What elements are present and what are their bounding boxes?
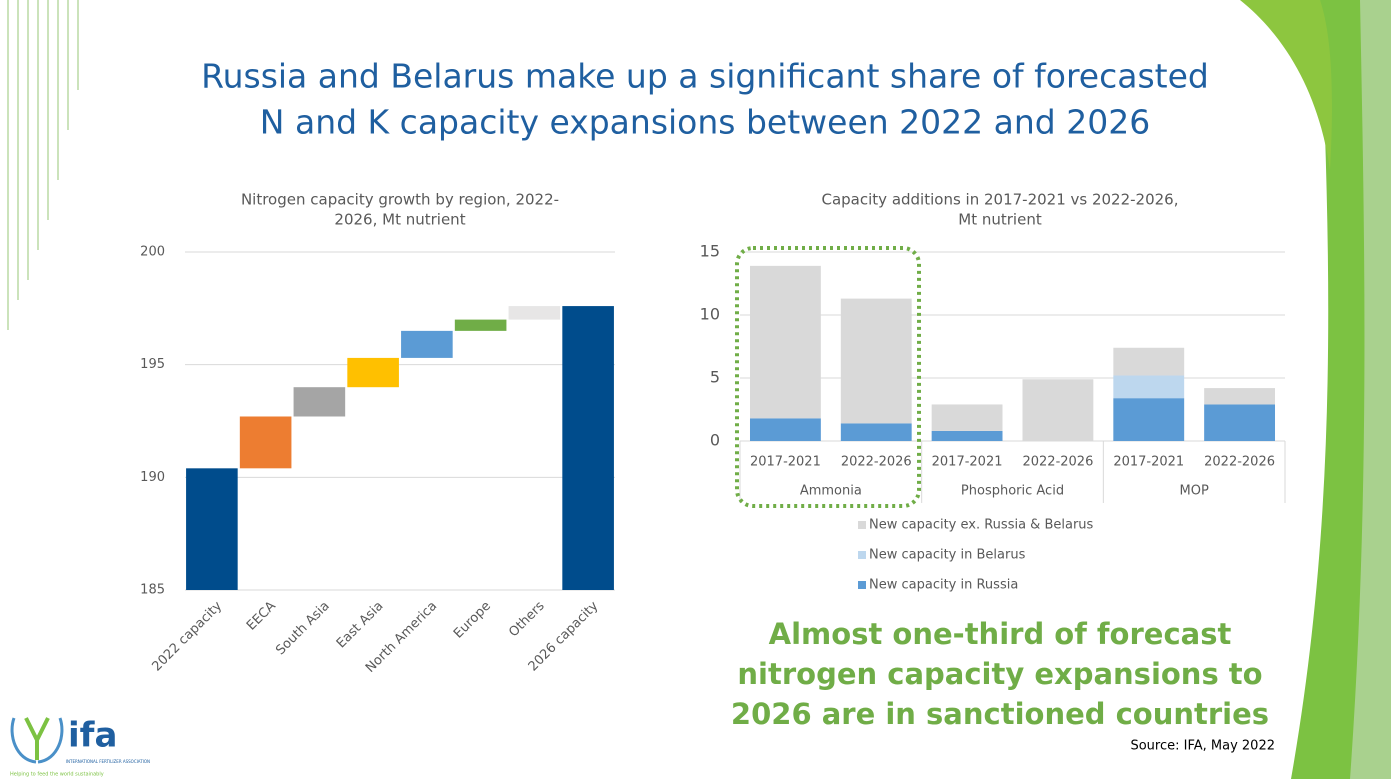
- x-tick-label: 2017-2021: [1113, 455, 1184, 470]
- highlight-box: [735, 246, 921, 508]
- bar-segment: [749, 265, 821, 419]
- legend-label: New capacity in Russia: [869, 578, 1018, 593]
- x-tick-label: 2022-2026: [1022, 455, 1093, 470]
- y-tick-label: 15: [700, 242, 720, 261]
- x-tick-label: 2017-2021: [750, 455, 821, 470]
- bar-segment: [1022, 379, 1094, 441]
- group-label: Ammonia: [800, 484, 862, 499]
- bar: [293, 387, 346, 417]
- group-label: Phosphoric Acid: [961, 484, 1064, 499]
- callout-line: 2026 are in sanctioned countries: [731, 697, 1269, 731]
- bar-segment: [1113, 375, 1185, 399]
- chart-title: 2026, Mt nutrient: [334, 211, 465, 229]
- bar-segment: [1113, 347, 1185, 376]
- legend-label: New capacity ex. Russia & Belarus: [869, 518, 1094, 533]
- x-tick-label: 2022-2026: [1204, 455, 1275, 470]
- legend-swatch: [858, 521, 866, 529]
- logo-name: ifa: [68, 716, 117, 756]
- group-label: MOP: [1180, 484, 1209, 499]
- bar: [508, 306, 561, 320]
- bar: [562, 306, 614, 590]
- bar-segment: [749, 418, 821, 441]
- chart-title: Mt nutrient: [958, 211, 1042, 229]
- legend-swatch: [858, 581, 866, 589]
- title-line: N and K capacity expansions between 2022…: [260, 103, 1150, 142]
- logo-org: INTERNATIONAL FERTILIZER ASSOCIATION: [66, 759, 150, 764]
- bar: [186, 468, 238, 590]
- y-tick-label: 185: [140, 583, 165, 598]
- stacked-bar-chart: Capacity additions in 2017-2021 vs 2022-…: [700, 191, 1286, 593]
- bar-segment: [1204, 404, 1276, 441]
- y-tick-label: 195: [140, 357, 165, 372]
- bar: [401, 330, 453, 358]
- y-tick-label: 190: [140, 470, 165, 485]
- bar-segment: [1204, 388, 1276, 405]
- callout-line: nitrogen capacity expansions to: [737, 657, 1262, 691]
- callout-line: Almost one-third of forecast: [769, 617, 1232, 651]
- bar: [239, 416, 292, 469]
- legend-swatch: [858, 551, 866, 559]
- y-tick-label: 200: [140, 245, 165, 260]
- y-tick-label: 5: [710, 368, 720, 387]
- y-tick-label: 0: [710, 431, 720, 450]
- logo: ifa INTERNATIONAL FERTILIZER ASSOCIATION…: [10, 716, 150, 778]
- x-tick-label: 2022-2026: [841, 455, 912, 470]
- right-leaf-light: [1350, 0, 1391, 779]
- bar-segment: [931, 430, 1003, 441]
- left-stripes: [7, 0, 79, 330]
- chart-title: Capacity additions in 2017-2021 vs 2022-…: [822, 191, 1179, 209]
- bar-segment: [1113, 398, 1185, 441]
- title-line: Russia and Belarus make up a significant…: [201, 57, 1209, 96]
- y-tick-label: 10: [700, 305, 720, 324]
- x-tick-label: 2017-2021: [932, 455, 1003, 470]
- bar: [347, 357, 399, 388]
- bar-segment: [840, 423, 912, 441]
- bar-segment: [931, 404, 1003, 431]
- legend-label: New capacity in Belarus: [869, 548, 1026, 563]
- bar-segment: [840, 298, 912, 424]
- leaf-tip: [1240, 0, 1332, 170]
- bar: [454, 319, 507, 331]
- source: Source: IFA, May 2022: [1130, 739, 1275, 754]
- chart-title: Nitrogen capacity growth by region, 2022…: [241, 191, 559, 209]
- logo-tagline: Helping to feed the world sustainably: [10, 772, 104, 778]
